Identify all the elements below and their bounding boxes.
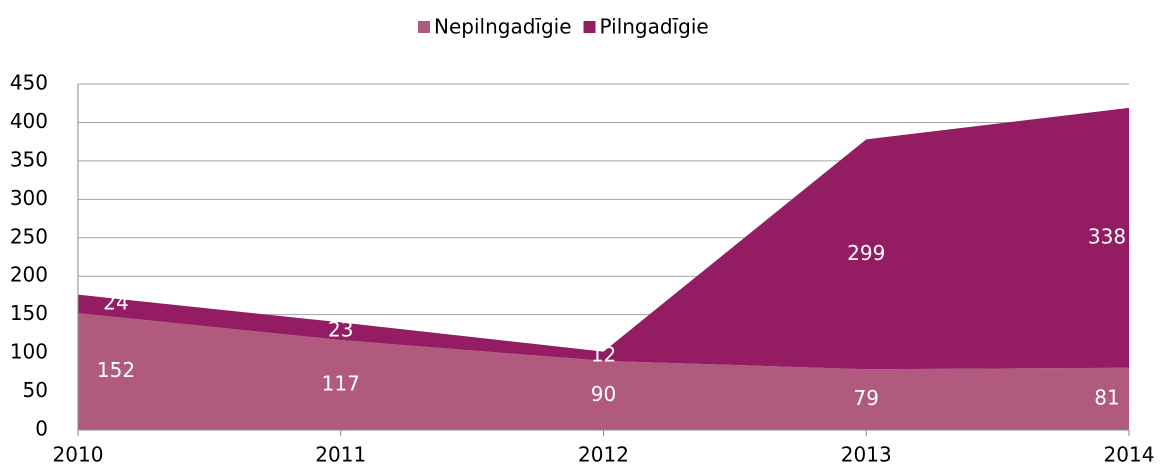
legend-swatch xyxy=(418,21,430,33)
legend-label: Pilngadīgie xyxy=(600,15,709,39)
data-label: 24 xyxy=(103,290,128,314)
y-tick-label: 400 xyxy=(10,109,48,133)
data-label: 81 xyxy=(1094,385,1119,409)
data-label: 23 xyxy=(328,318,353,342)
y-tick-label: 50 xyxy=(23,378,48,402)
legend-swatch xyxy=(583,21,596,33)
y-tick-label: 0 xyxy=(35,417,48,441)
data-label: 79 xyxy=(854,386,879,410)
y-tick-label: 300 xyxy=(10,186,48,210)
x-tick-label: 2014 xyxy=(1104,443,1155,467)
x-tick-label: 2011 xyxy=(315,443,366,467)
y-tick-label: 100 xyxy=(10,340,48,364)
data-label: 299 xyxy=(847,241,885,265)
data-label: 152 xyxy=(97,358,135,382)
data-label: 117 xyxy=(322,372,360,396)
data-label: 12 xyxy=(591,343,616,367)
area xyxy=(78,107,1129,370)
x-tick-label: 2013 xyxy=(841,443,892,467)
y-tick-label: 350 xyxy=(10,147,48,171)
area xyxy=(78,313,1129,430)
y-tick-label: 200 xyxy=(10,263,48,287)
y-tick-label: 150 xyxy=(10,301,48,325)
legend-label: Nepilngadīgie xyxy=(434,15,572,39)
x-tick-label: 2012 xyxy=(578,443,629,467)
data-label: 90 xyxy=(591,382,616,406)
y-tick-label: 450 xyxy=(10,71,48,95)
y-tick-label: 250 xyxy=(10,224,48,248)
data-label: 338 xyxy=(1088,224,1126,248)
x-tick-label: 2010 xyxy=(53,443,104,467)
